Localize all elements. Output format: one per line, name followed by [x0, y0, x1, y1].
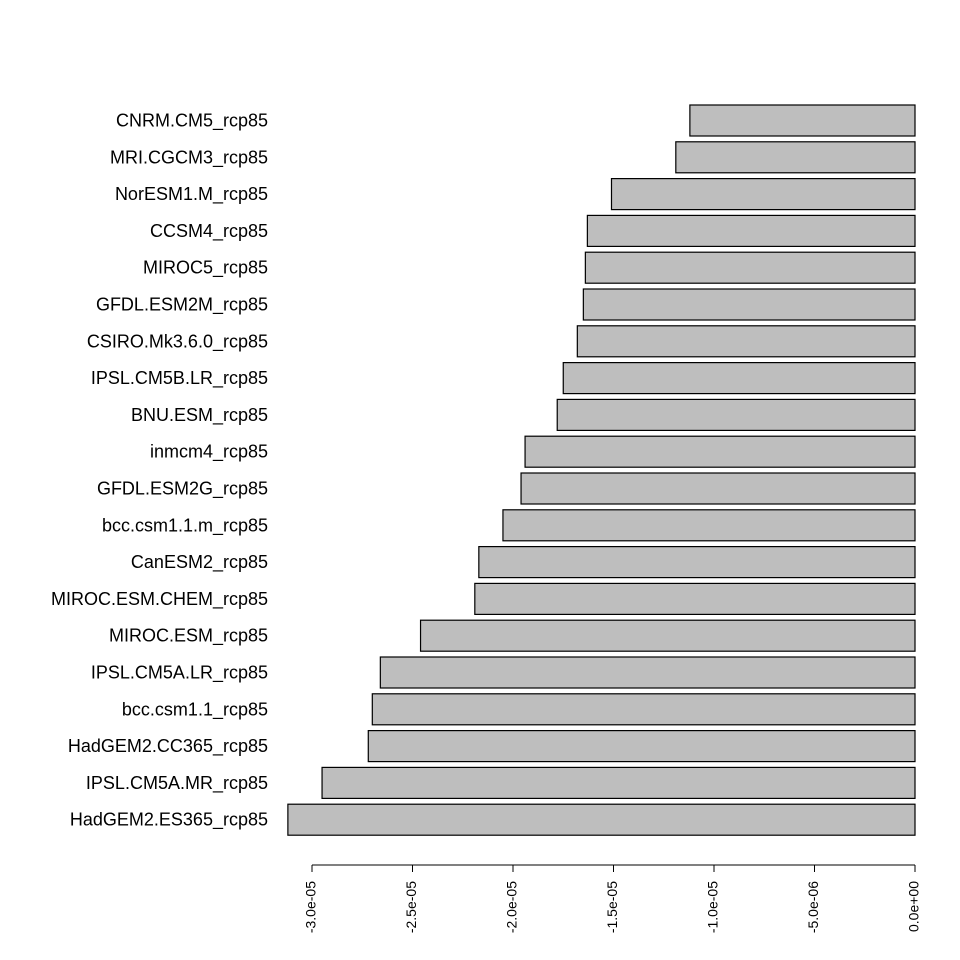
category-label: IPSL.CM5A.MR_rcp85 — [86, 773, 268, 794]
category-label: CCSM4_rcp85 — [150, 221, 268, 242]
category-label: IPSL.CM5B.LR_rcp85 — [91, 368, 268, 389]
category-label: HadGEM2.CC365_rcp85 — [68, 736, 268, 757]
x-axis: -3.0e-05 -2.5e-05 -2.0e-05 -1.5e-05 -1.0e-05… — [303, 864, 922, 933]
bar-MIROC5_rcp85 — [584, 251, 916, 284]
bar-MIROC.ESM_rcp85 — [419, 619, 916, 652]
bar-MIROC.ESM.CHEM_rcp85 — [474, 582, 916, 616]
bar-CSIRO.Mk3.6.0_rcp85 — [576, 325, 916, 358]
category-label: NorESM1.M_rcp85 — [115, 184, 268, 205]
category-label: inmcm4_rcp85 — [150, 442, 268, 463]
category-label: GFDL.ESM2G_rcp85 — [97, 479, 268, 500]
category-label: bcc.csm1.1.m_rcp85 — [102, 515, 268, 536]
category-label: bcc.csm1.1_rcp85 — [122, 699, 268, 720]
bar-inmcm4_rcp85 — [524, 435, 916, 468]
category-label: IPSL.CM5A.LR_rcp85 — [91, 663, 268, 684]
bar-GFDL.ESM2G_rcp85 — [520, 472, 916, 505]
category-label: MIROC5_rcp85 — [143, 258, 268, 279]
category-label: HadGEM2.ES365_rcp85 — [70, 810, 268, 831]
x-tick-label: -2.5e-05 — [403, 881, 419, 933]
bar-IPSL.CM5A.LR_rcp85 — [379, 656, 916, 689]
bar-HadGEM2.ES365_rcp85 — [287, 803, 916, 836]
category-label: CanESM2_rcp85 — [131, 552, 268, 573]
bar-BNU.ESM_rcp85 — [556, 398, 916, 431]
bar-CanESM2_rcp85 — [478, 545, 916, 579]
x-tick-label: -1.0e-05 — [705, 881, 721, 933]
category-label: MIROC.ESM_rcp85 — [109, 626, 268, 647]
category-label: GFDL.ESM2M_rcp85 — [96, 295, 268, 316]
bar-CNRM.CM5_rcp85 — [689, 104, 916, 137]
bar-IPSL.CM5A.MR_rcp85 — [321, 766, 916, 800]
bar-HadGEM2.CC365_rcp85 — [367, 729, 916, 763]
bar-bcc.csm1.1.m_rcp85 — [502, 509, 916, 542]
category-label: CNRM.CM5_rcp85 — [116, 111, 268, 132]
bar-CCSM4_rcp85 — [586, 214, 916, 247]
category-labels: HadGEM2.ES365_rcp85 IPSL.CM5A.MR_rcp85 Had… — [51, 111, 268, 831]
bar-bcc.csm1.1_rcp85 — [371, 693, 916, 726]
category-label: MRI.CGCM3_rcp85 — [110, 147, 268, 168]
bars-group — [287, 104, 916, 836]
bar-MRI.CGCM3_rcp85 — [675, 141, 916, 174]
x-tick-label: -2.0e-05 — [504, 881, 520, 933]
category-label: CSIRO.Mk3.6.0_rcp85 — [87, 331, 268, 352]
x-tick-label: -1.5e-05 — [604, 881, 620, 933]
x-tick-label: -3.0e-05 — [303, 881, 319, 933]
category-label: MIROC.ESM.CHEM_rcp85 — [51, 589, 268, 610]
x-tick-label: -5.0e-06 — [805, 881, 821, 933]
category-label: BNU.ESM_rcp85 — [131, 405, 268, 426]
bar-NorESM1.M_rcp85 — [610, 178, 916, 211]
bar-GFDL.ESM2M_rcp85 — [582, 288, 916, 321]
x-tick-label: 0.0e+00 — [906, 881, 922, 932]
bar-IPSL.CM5B.LR_rcp85 — [562, 362, 916, 395]
